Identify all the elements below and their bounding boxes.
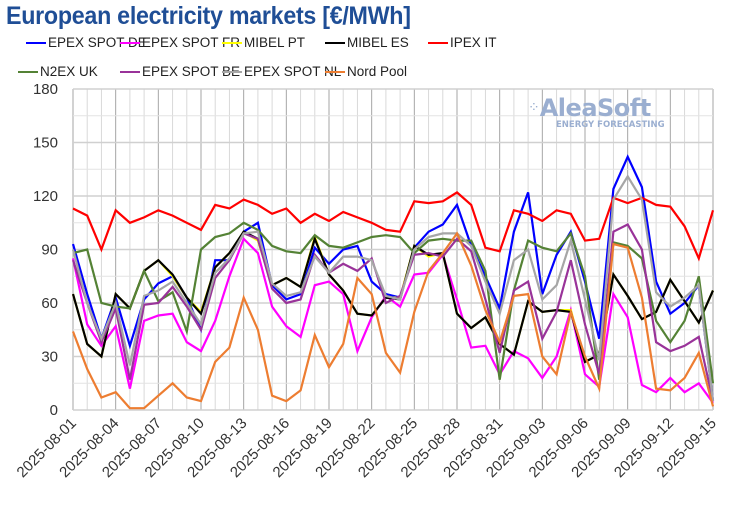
series-line-epex-spot-be — [71, 223, 715, 402]
legend-swatch — [26, 41, 46, 44]
legend-item-epex-de: EPEX SPOT DE — [26, 35, 147, 50]
legend-swatch — [120, 70, 140, 73]
y-tick-label: 60 — [41, 295, 58, 312]
chart-title: European electricity markets [€/MWh] — [6, 2, 411, 30]
legend-label: MIBEL PT — [244, 35, 306, 50]
aleasoft-logo-icon: ⁘ — [528, 100, 540, 116]
y-tick-label: 30 — [41, 349, 58, 366]
legend-swatch — [18, 70, 38, 73]
legend-swatch — [325, 70, 345, 73]
legend-swatch — [222, 41, 242, 44]
y-axis: 0 30 60 90 120 150 180 — [33, 81, 58, 419]
legend-swatch — [428, 41, 448, 44]
legend-label: EPEX SPOT FR — [142, 35, 241, 50]
legend-item-mibel-pt: MIBEL PT — [222, 35, 305, 50]
legend-label: EPEX SPOT DE — [48, 35, 147, 50]
y-tick-label: 90 — [41, 242, 58, 259]
legend-swatch — [325, 41, 345, 44]
legend-item-epex-fr: EPEX SPOT FR — [120, 35, 240, 50]
y-tick-label: 180 — [33, 81, 58, 98]
series-lines — [71, 154, 715, 410]
legend-item-nord-pool: Nord Pool — [325, 64, 407, 79]
legend-label: Nord Pool — [347, 64, 408, 79]
legend-label: IPEX IT — [450, 35, 497, 50]
legend-item-mibel-es: MIBEL ES — [325, 35, 409, 50]
series-line-epex-spot-nl — [71, 174, 715, 402]
legend-label: N2EX UK — [40, 64, 98, 79]
legend-item-epex-be: EPEX SPOT BE — [120, 64, 240, 79]
watermark-brand: AleaSoft — [539, 94, 651, 122]
legend-item-ipex-it: IPEX IT — [428, 35, 497, 50]
legend-swatch — [222, 70, 242, 73]
series-line-ipex-it — [72, 191, 715, 262]
y-tick-label: 0 — [50, 402, 58, 419]
x-axis: 2025-08-012025-08-042025-08-072025-08-10… — [14, 415, 720, 481]
legend-item-epex-nl: EPEX SPOT NL — [222, 64, 341, 79]
watermark-tagline: ENERGY FORECASTING — [556, 120, 665, 130]
legend-item-n2ex-uk: N2EX UK — [18, 64, 98, 79]
series-line-nord-pool — [71, 231, 715, 410]
legend-label: EPEX SPOT NL — [244, 64, 342, 79]
legend-swatch — [120, 41, 140, 44]
legend-label: MIBEL ES — [347, 35, 409, 50]
y-tick-label: 150 — [33, 135, 58, 152]
y-tick-label: 120 — [33, 188, 58, 205]
legend-label: EPEX SPOT BE — [142, 64, 241, 79]
series-line-epex-spot-fr — [71, 236, 714, 404]
watermark: ⁘AleaSoft ENERGY FORECASTING — [528, 94, 665, 130]
